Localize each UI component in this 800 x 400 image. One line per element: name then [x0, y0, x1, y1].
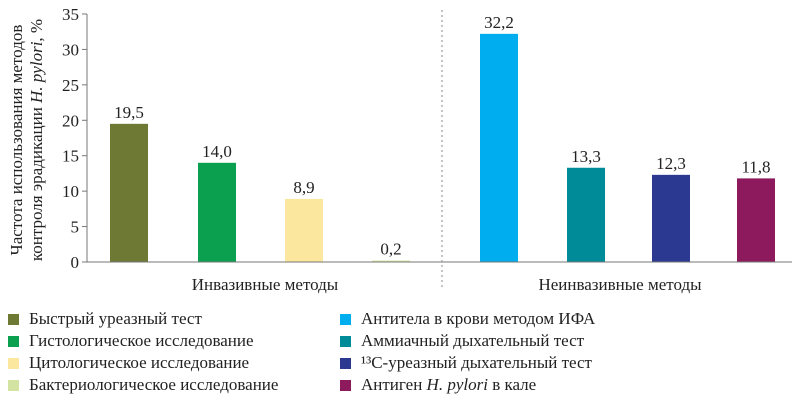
bar [198, 162, 236, 262]
y-axis-label-line2: контроля эрадикации H. pylori, % [27, 19, 46, 261]
legend-swatch [8, 335, 19, 347]
y-tick-label: 20 [62, 111, 79, 130]
legend-swatch [340, 357, 351, 369]
legend-swatch [8, 357, 19, 369]
legend-item: Цитологическое исследование [8, 352, 249, 374]
legend-swatch [340, 379, 351, 391]
bar [372, 260, 410, 262]
y-tick-label: 0 [71, 253, 80, 272]
legend-label: Гистологическое исследование [29, 331, 254, 350]
y-tick-label: 25 [62, 76, 79, 95]
y-axis-label: Частота использования методов контроля э… [7, 19, 46, 261]
bar-value-label: 8,9 [293, 178, 314, 197]
legend-label: Аммиачный дыхательный тест [361, 331, 585, 350]
bar-value-label: 0,2 [380, 240, 401, 259]
bar-value-label: 13,3 [571, 147, 601, 166]
legend-item: Бактериологическое исследование [8, 374, 278, 396]
y-tick-label: 15 [62, 147, 79, 166]
bar [652, 174, 690, 262]
y-tick-label: 30 [62, 40, 79, 59]
legend-swatch [8, 379, 19, 391]
y-tick-label: 5 [71, 218, 80, 237]
bar [285, 198, 323, 262]
legend-label: Быстрый уреазный тест [29, 309, 202, 328]
legend-label: Бактериологическое исследование [29, 375, 279, 394]
legend-swatch [340, 335, 351, 347]
bar [110, 123, 148, 262]
legend-swatch [8, 313, 19, 325]
group-label-invasive: Инвазивные методы [192, 275, 339, 294]
legend-label: Цитологическое исследование [29, 353, 250, 372]
legend-label: ¹³C-уреазный дыхательный тест [361, 353, 592, 372]
group-label-noninvasive: Неинвазивные методы [538, 275, 702, 294]
bar-value-label: 32,2 [484, 13, 514, 32]
legend-item: Быстрый уреазный тест [8, 308, 202, 330]
legend-item: Антитела в крови методом ИФА [340, 308, 595, 330]
legend-label: Антитела в крови методом ИФА [361, 309, 596, 328]
y-tick-label: 35 [62, 5, 79, 24]
legend-swatch [340, 313, 351, 325]
bar [567, 167, 605, 262]
bar-value-label: 19,5 [114, 103, 144, 122]
y-tick-label: 10 [62, 182, 79, 201]
bar-value-label: 12,3 [656, 154, 686, 173]
y-axis-label-line1: Частота использования методов [7, 25, 26, 256]
bar-value-label: 11,8 [741, 157, 770, 176]
legend-item: Аммиачный дыхательный тест [340, 330, 584, 352]
bar-value-label: 14,0 [202, 142, 232, 161]
bar-chart: Частота использования методов контроля э… [7, 5, 792, 294]
legend-label: Антиген H. pylori в кале [361, 375, 537, 394]
legend-item: Антиген H. pylori в кале [340, 374, 536, 396]
legend-item: Гистологическое исследование [8, 330, 254, 352]
bar [737, 178, 775, 262]
legend-item: ¹³C-уреазный дыхательный тест [340, 352, 592, 374]
bar [480, 33, 518, 263]
